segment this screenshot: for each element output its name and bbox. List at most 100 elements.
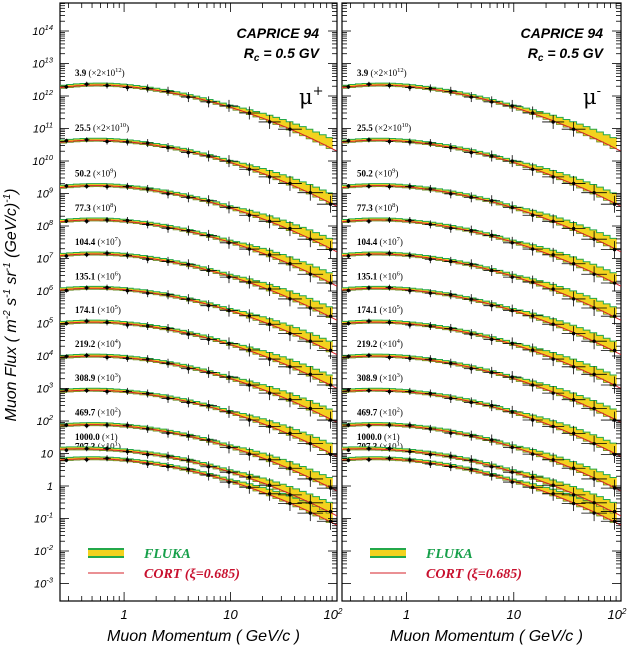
data-point — [592, 273, 595, 276]
data-point — [227, 241, 230, 244]
data-point — [429, 453, 432, 456]
data-point — [449, 327, 452, 330]
data-point — [227, 159, 230, 162]
data-point — [592, 373, 595, 376]
data-point — [207, 338, 210, 341]
data-point — [470, 196, 473, 199]
series-label: 25.5 (×2×1010) — [357, 122, 411, 133]
data-point — [65, 448, 68, 451]
data-point — [592, 407, 595, 410]
data-point — [470, 367, 473, 370]
data-point — [187, 151, 190, 154]
data-point — [531, 214, 534, 217]
data-point — [367, 138, 370, 141]
data-point — [551, 323, 554, 326]
data-point — [511, 206, 514, 209]
data-point — [347, 219, 350, 222]
data-point — [429, 223, 432, 226]
series-label: 25.5 (×2×1010) — [75, 122, 129, 133]
data-point — [126, 185, 129, 188]
legend-fluka-label: FLUKA — [425, 547, 473, 562]
data-point — [572, 467, 575, 470]
data-point — [572, 493, 575, 496]
data-point — [470, 297, 473, 300]
data-point — [166, 293, 169, 296]
data-point — [429, 462, 432, 465]
y-tick-label: 109 — [37, 186, 54, 201]
series-label: 50.2 (×109) — [75, 168, 116, 179]
x-tick-label: 1 — [120, 607, 127, 622]
data-point — [613, 520, 616, 523]
data-point — [309, 306, 312, 309]
data-point — [329, 486, 332, 489]
data-point — [268, 484, 271, 487]
data-point — [367, 389, 370, 392]
data-point — [65, 254, 68, 257]
data-point — [551, 287, 554, 290]
data-point — [531, 247, 534, 250]
data-point — [408, 390, 411, 393]
data-point — [126, 450, 129, 453]
y-tick-label: 1013 — [32, 56, 53, 71]
data-point — [572, 332, 575, 335]
data-point — [551, 484, 554, 487]
data-point — [187, 263, 190, 266]
data-point — [449, 227, 452, 230]
data-point — [347, 423, 350, 426]
x-axis-title: Muon Momentum ( GeV/c ) — [390, 628, 583, 645]
data-point — [388, 286, 391, 289]
data-point — [367, 424, 370, 427]
data-point — [388, 457, 391, 460]
data-point — [309, 442, 312, 445]
data-point — [429, 87, 432, 90]
data-point — [572, 262, 575, 265]
data-point — [309, 477, 312, 480]
data-point — [429, 324, 432, 327]
data-point — [490, 371, 493, 374]
series-label: 174.1 (×105) — [75, 304, 121, 315]
data-point — [309, 237, 312, 240]
data-point — [511, 375, 514, 378]
series-label: 3.9 (×2×1012) — [75, 67, 125, 78]
data-point — [531, 168, 534, 171]
data-point — [551, 253, 554, 256]
data-point — [85, 138, 88, 141]
data-point — [572, 297, 575, 300]
data-point — [85, 253, 88, 256]
data-point — [329, 383, 332, 386]
data-point — [288, 332, 291, 335]
data-point — [490, 304, 493, 307]
data-point — [551, 458, 554, 461]
data-point — [146, 141, 149, 144]
y-tick-label: 1 — [47, 481, 53, 493]
data-point — [329, 248, 332, 251]
data-point — [268, 287, 271, 290]
data-point — [288, 127, 291, 130]
data-point — [592, 442, 595, 445]
data-point — [408, 86, 411, 89]
data-point — [268, 391, 271, 394]
data-point — [572, 398, 575, 401]
data-point — [511, 104, 514, 107]
data-point — [408, 185, 411, 188]
data-point — [288, 262, 291, 265]
data-point — [146, 258, 149, 261]
data-point — [429, 357, 432, 360]
data-point — [207, 100, 210, 103]
series-label: 104.4 (×107) — [357, 236, 403, 247]
data-point — [388, 252, 391, 255]
data-point — [572, 227, 575, 230]
data-point — [105, 84, 108, 87]
data-point — [227, 375, 230, 378]
data-point — [146, 223, 149, 226]
data-point — [126, 86, 129, 89]
data-point — [227, 480, 230, 483]
data-point — [248, 452, 251, 455]
data-point — [146, 392, 149, 395]
data-point — [367, 82, 370, 85]
data-point — [105, 286, 108, 289]
data-point — [248, 111, 251, 114]
series-label: 469.7 (×102) — [357, 407, 403, 418]
data-point — [187, 95, 190, 98]
data-point — [329, 314, 332, 317]
